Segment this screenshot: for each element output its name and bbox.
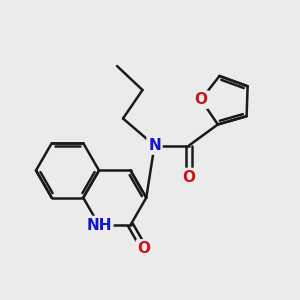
Text: NH: NH	[86, 218, 112, 232]
Text: N: N	[148, 138, 161, 153]
Text: O: O	[194, 92, 208, 107]
Text: O: O	[182, 169, 196, 184]
Text: O: O	[137, 241, 151, 256]
